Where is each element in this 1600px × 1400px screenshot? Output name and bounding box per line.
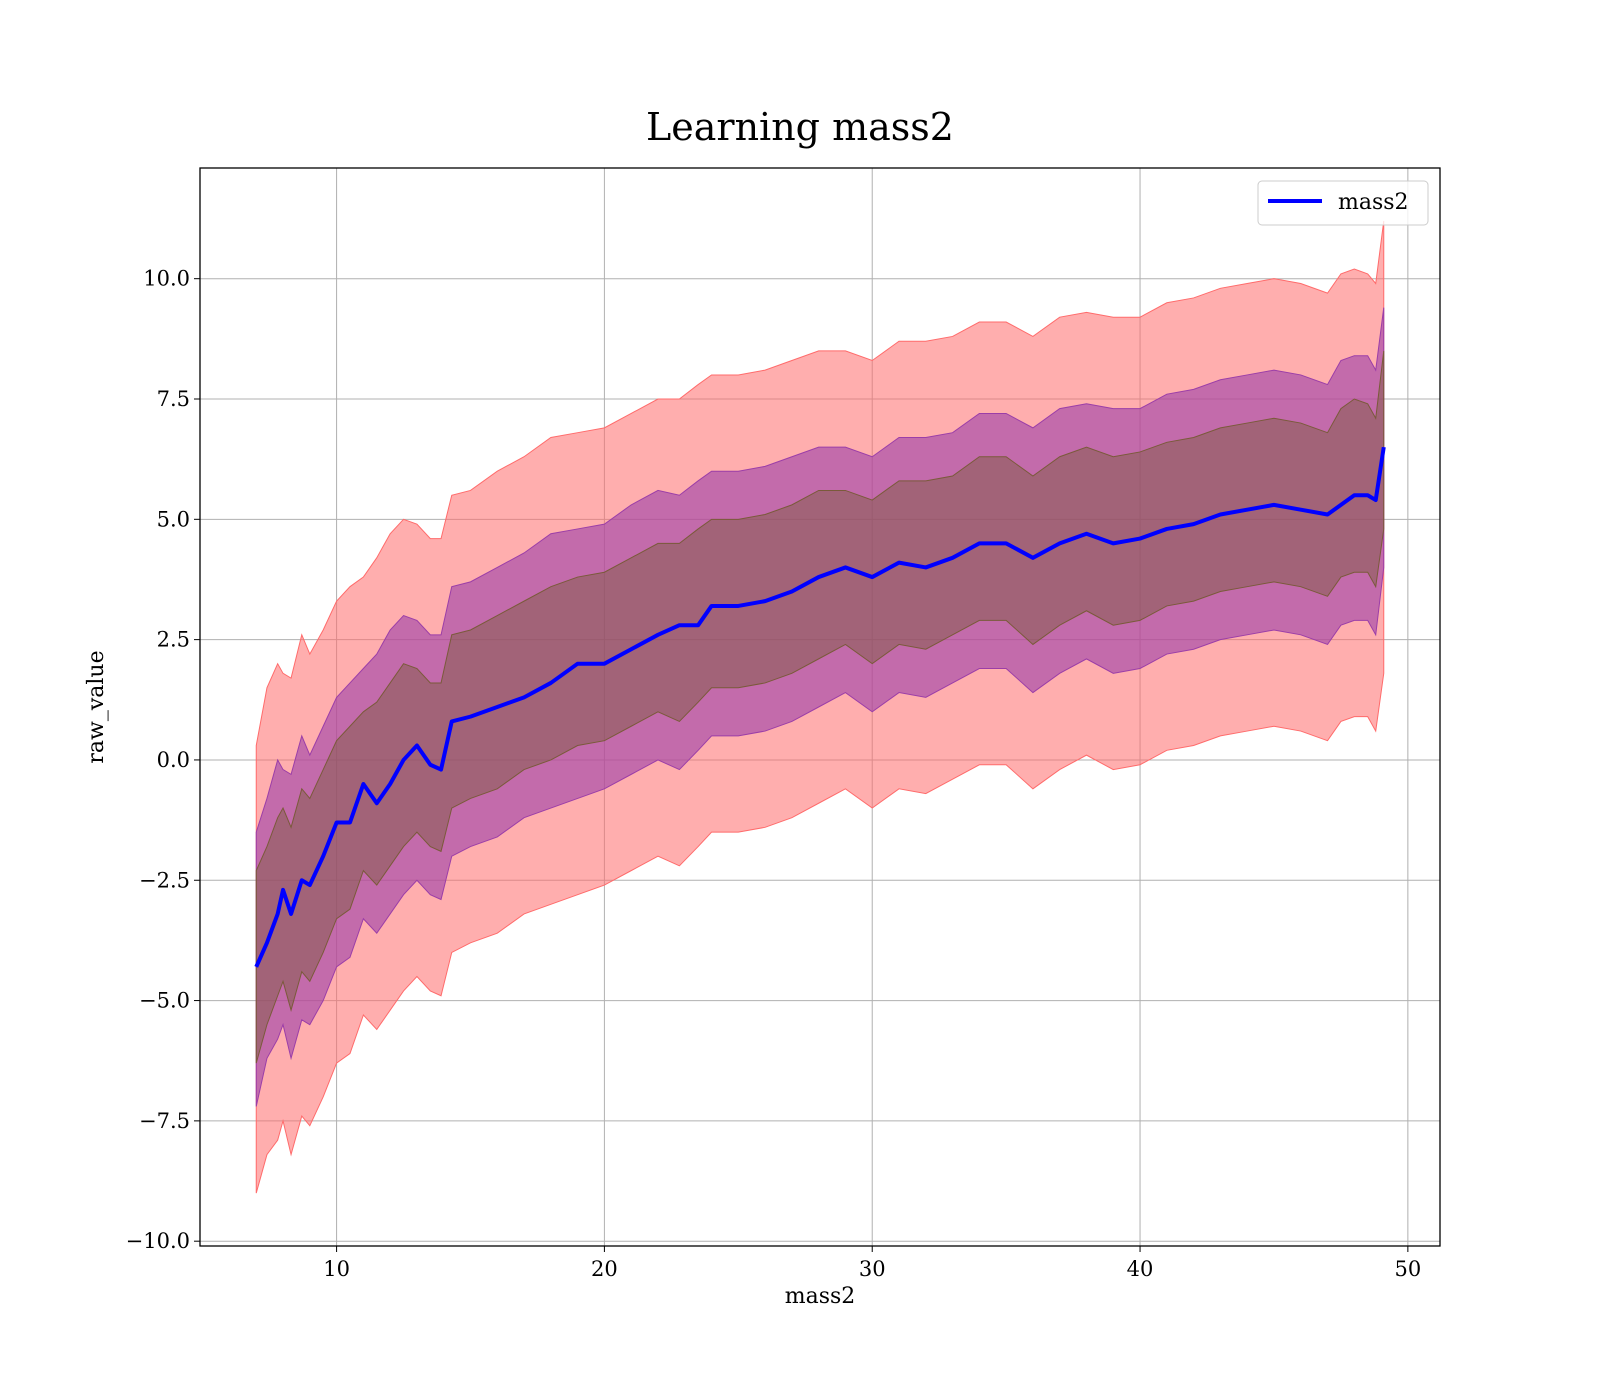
- x-axis: 10 20 30 40 50: [323, 1246, 1421, 1281]
- band-middle: [255, 307, 1385, 1107]
- y-tick-label: −10.0: [126, 1229, 190, 1253]
- x-tick-label: 30: [859, 1257, 886, 1281]
- x-tick-label: 50: [1394, 1257, 1421, 1281]
- plot-area-frame: [199, 167, 1441, 1247]
- y-tick-label: 2.5: [157, 628, 190, 652]
- y-tick-label: 7.5: [157, 387, 190, 411]
- band-inner: [255, 350, 1385, 1064]
- y-tick-label: 10.0: [143, 267, 190, 291]
- y-axis: −10.0 −7.5 −5.0 −2.5 0.0 2.5 5.0 7.5 10.0: [126, 267, 200, 1253]
- y-tick-label: 5.0: [157, 507, 190, 531]
- y-axis-label: raw_value: [84, 650, 109, 763]
- confidence-bands: [255, 220, 1385, 1194]
- x-axis-label: mass2: [785, 1284, 856, 1309]
- legend-box: [1257, 180, 1429, 226]
- y-tick-label: −5.0: [139, 989, 190, 1013]
- x-tick-label: 10: [323, 1257, 350, 1281]
- series-lines: [254, 446, 1386, 968]
- y-tick-label: 0.0: [157, 748, 190, 772]
- y-tick-label: −2.5: [139, 868, 190, 892]
- chart-title: Learning mass2: [646, 105, 954, 149]
- legend-label-mass2: mass2: [1338, 190, 1409, 215]
- y-tick-label: −7.5: [139, 1109, 190, 1133]
- series-line-mass2: [254, 446, 1386, 968]
- x-tick-label: 40: [1127, 1257, 1154, 1281]
- legend: mass2: [1257, 180, 1429, 226]
- x-tick-label: 20: [591, 1257, 618, 1281]
